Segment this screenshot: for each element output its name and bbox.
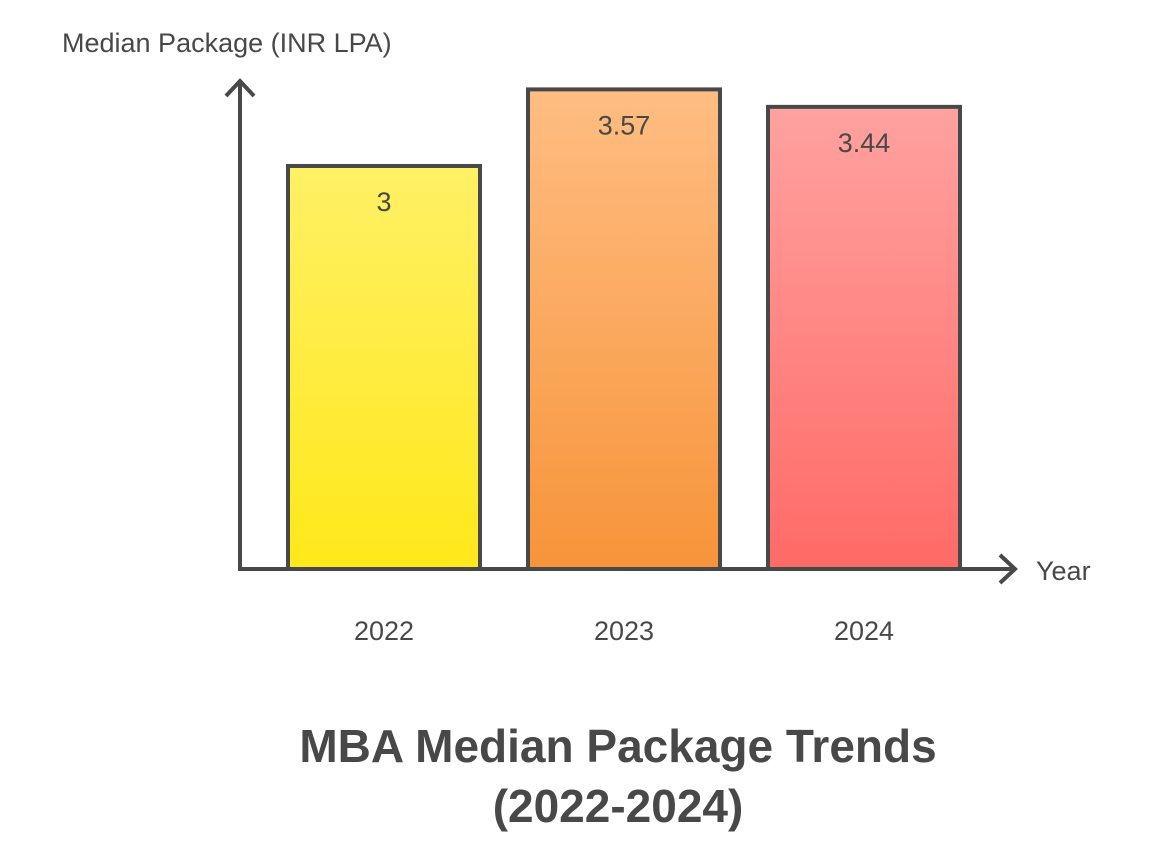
data-label-2022: 3 [376, 187, 391, 217]
chart-title-line-1: MBA Median Package Trends [299, 720, 936, 772]
data-label-2023: 3.57 [598, 110, 651, 140]
x-tick-label-2024: 2024 [834, 616, 894, 646]
bar-2022 [286, 163, 482, 571]
y-axis-arrow-icon [224, 78, 256, 98]
chart-title-line-2: (2022-2024) [493, 780, 744, 832]
x-axis-arrow-icon [998, 553, 1018, 585]
x-axis-label: Year [1036, 556, 1091, 586]
bar-2024 [766, 104, 962, 571]
data-label-2024: 3.44 [838, 128, 891, 158]
x-tick-label-2023: 2023 [594, 616, 654, 646]
bar-2023 [526, 87, 722, 572]
x-tick-label-2022: 2022 [354, 616, 414, 646]
y-axis-label: Median Package (INR LPA) [62, 28, 392, 58]
